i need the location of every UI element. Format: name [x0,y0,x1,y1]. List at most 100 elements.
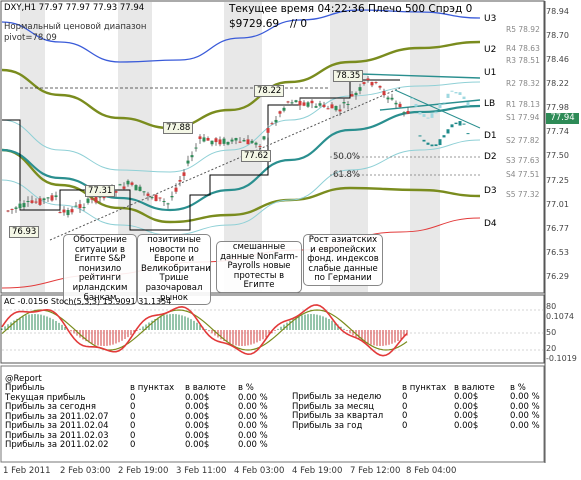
candle-body [70,209,74,213]
price-axis-label: 78.94 [546,7,569,16]
report-row-pct: 0.00 % [510,401,540,412]
candle-body [290,102,294,104]
candle-body [142,191,146,193]
projected-candle [446,93,450,98]
report-row-pct: 0.00 % [510,392,540,402]
candle-body [30,200,34,203]
projected-candle [438,139,442,146]
time-axis-label: 3 Feb 11:00 [176,466,227,476]
account-balance: $9729.69 [229,18,280,30]
price-tag-low: 76.93 [9,226,40,238]
pivot-r3-label: R3 78.51 [506,56,540,65]
session-band [20,2,45,292]
stoch-main-line [1,304,408,357]
candle-body [198,136,202,139]
price-axis-label: 76.77 [546,224,569,233]
candle-body [82,207,86,209]
candle-body [98,196,102,198]
report-row-points: 0 [130,421,136,431]
candle-body [146,193,150,196]
candle-body [406,111,410,114]
report-row-label: Прибыль за год [292,420,363,431]
report-row-points: 0 [402,411,408,421]
candle-series [6,75,480,218]
projected-candle [422,139,426,142]
report-row-points: 0 [402,420,408,431]
report-row-label: Прибыль за 2011.02.02 [5,440,109,450]
candle-body [306,102,310,107]
candle-body [186,160,190,164]
candle-body [394,102,398,105]
price-chart-frame [0,0,545,294]
projected-candle [418,135,422,137]
candle-body [118,184,122,186]
outer-upper-envelope [1,40,481,130]
candle-body [34,201,38,203]
profit-report-panel: @Report в пунктах в валюте в % в пунктах… [2,374,545,459]
candle-body [270,123,274,125]
report-row-money: 0.00$ [185,430,210,441]
candle-body [278,111,282,114]
candle-body [258,146,262,148]
candle-body [202,137,206,142]
candle-body [358,87,362,91]
report-row-label: Текущая прибыль [5,392,86,403]
projected-candle [434,111,438,114]
candle-body [326,108,330,110]
price-axis-label: 77.50 [546,151,569,160]
candle-body [282,107,286,111]
candle-body [262,136,266,140]
time-axis-label: 2 Feb 19:00 [118,466,169,476]
osc-level-label: 80 [546,302,557,311]
projected-candle [426,117,430,119]
candle-body [174,187,178,192]
candle-body [78,204,82,209]
pivot-r1-label: R1 78.13 [506,100,540,109]
projected-candle [434,144,438,147]
price-axis-label: 78.70 [546,31,569,40]
candle-body [150,197,154,199]
level-label-d2: D2 [484,152,497,162]
candle-body [310,100,314,104]
current-price-marker: 77.94 [546,113,579,124]
candle-body [322,104,326,107]
candle-body [386,97,390,100]
report-row-pct: 0.00 % [238,402,268,412]
report-frame [0,365,545,463]
report-row-pct: 0.00 % [510,420,540,431]
projected-candle [458,92,462,95]
level-label-u2: U2 [484,45,497,55]
price-axis-label: 77.01 [546,200,569,209]
candle-body [390,97,394,100]
osc-level-label: 20 [546,344,557,353]
report-row-money: 0.00$ [454,411,479,421]
news-annotation: Обострение ситуации в Египте S&P понизил… [63,234,137,306]
candle-body [254,142,258,145]
candle-body [10,208,14,210]
stoch-signal-line [1,309,408,351]
time-axis-label: 4 Feb 03:00 [234,466,285,476]
balance-suffix: // 0 [290,18,308,30]
oscillator-frame [0,294,545,364]
report-row-label: Прибыль за неделю [292,392,382,402]
report-row-points: 0 [130,402,136,412]
projected-candle [450,124,454,128]
candle-body [162,201,166,203]
candle-body [346,104,350,106]
report-row-pct: 0.00 % [238,421,268,431]
news-annotation: Рост азиатских и европейских фонд. индек… [303,234,383,286]
level-label-d3: D3 [484,186,497,196]
candle-body [298,101,302,106]
projection-line [394,89,481,129]
report-header-money: в валюте [185,383,226,393]
candle-body [382,91,386,96]
price-tag: 78.22 [254,85,285,97]
oscillator-label: AC -0.0156 Stoch(5,3,3) 15.9091 31.1354 [4,297,172,306]
candle-body [218,139,222,145]
price-axis-label: 76.53 [546,248,569,257]
pivot-label: pivot=78.09 [4,33,57,43]
upper-band-line [1,9,481,63]
candle-body [302,102,306,106]
price-range-label: Нормальный ценовой диапазон [4,22,147,32]
main-trend-line [1,104,481,212]
